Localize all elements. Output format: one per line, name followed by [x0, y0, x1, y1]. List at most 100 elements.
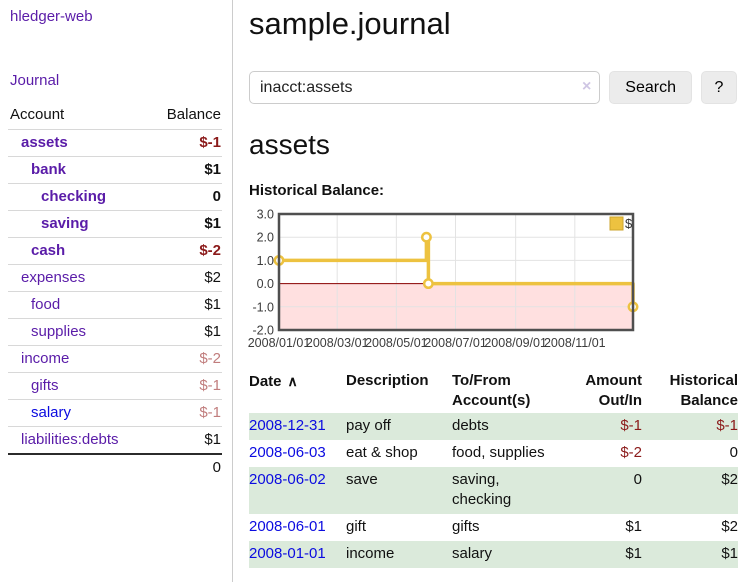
transaction-amount: 0 — [633, 471, 642, 488]
account-row: food $1 — [8, 291, 222, 319]
transaction-accounts: saving, checking — [452, 471, 512, 508]
account-row: saving $1 — [8, 210, 222, 238]
sidebar: hledger-web Journal Account Balance asse… — [0, 0, 233, 582]
page-title: sample.journal — [249, 6, 451, 41]
svg-text:-1.0: -1.0 — [252, 300, 274, 314]
account-row: assets $-1 — [8, 129, 222, 157]
clear-search-icon[interactable]: × — [581, 78, 592, 95]
account-link-gifts[interactable]: gifts — [31, 377, 59, 394]
account-link-cash[interactable]: cash — [31, 242, 66, 259]
svg-text:3.0: 3.0 — [257, 208, 274, 222]
app-brand-link[interactable]: hledger-web — [10, 8, 93, 25]
transaction-description: income — [346, 545, 395, 562]
svg-text:2008/09/01: 2008/09/01 — [484, 336, 547, 350]
svg-text:0.0: 0.0 — [257, 277, 274, 291]
account-balance: $-1 — [149, 399, 222, 427]
accounts-total-balance: 0 — [149, 453, 222, 481]
sidebar-item-journal[interactable]: Journal — [10, 72, 60, 89]
account-row: expenses $2 — [8, 264, 222, 292]
register-row: 2008-06-02 save saving, checking 0 $2 — [249, 467, 738, 514]
account-balance: $1 — [149, 318, 222, 346]
account-link-bank[interactable]: bank — [31, 161, 67, 178]
account-link-assets[interactable]: assets — [21, 134, 68, 151]
account-row: bank $1 — [8, 156, 222, 184]
account-balance: $-2 — [149, 237, 222, 265]
historical-balance-chart: 3.0 2.0 1.0 0.0 -1.0 -2.02008/01/012008/03/01… — [248, 208, 639, 350]
svg-text:-2.0: -2.0 — [252, 324, 274, 338]
transaction-description: pay off — [346, 417, 391, 434]
svg-text:2008/11/01: 2008/11/01 — [544, 336, 606, 350]
transaction-accounts: food, supplies — [452, 444, 545, 461]
accounts-total-row: 0 — [8, 453, 222, 481]
account-row: cash $-2 — [8, 237, 222, 265]
help-button[interactable]: ? — [701, 71, 737, 104]
transaction-amount: $1 — [625, 518, 642, 535]
register-header-description: Description — [346, 372, 429, 389]
register-row: 2008-01-01 income salary $1 $1 — [249, 541, 738, 568]
account-row: gifts $-1 — [8, 372, 222, 400]
account-balance: $1 — [149, 291, 222, 319]
account-link-supplies[interactable]: supplies — [31, 323, 87, 340]
register-row: 2008-12-31 pay off debts $-1 $-1 — [249, 413, 738, 440]
account-balance: 0 — [149, 183, 222, 211]
account-balance: $2 — [149, 264, 222, 292]
balance-column-header: Balance — [149, 102, 222, 130]
transaction-amount: $-2 — [620, 444, 642, 461]
register-header-amount: Amount Out/In — [585, 372, 642, 409]
register-header-date[interactable]: Date ∧ — [249, 373, 298, 390]
register-header-balance: Historical Balance — [669, 372, 738, 409]
account-balance: $1 — [149, 426, 222, 455]
svg-text:2008/05/01: 2008/05/01 — [365, 336, 428, 350]
transaction-description: save — [346, 471, 378, 488]
account-link-liabilities-debts[interactable]: liabilities:debts — [21, 431, 119, 448]
transaction-amount: $-1 — [620, 417, 642, 434]
search-input[interactable] — [249, 71, 601, 104]
search-button[interactable]: Search — [609, 71, 692, 104]
svg-text:1.0: 1.0 — [257, 254, 274, 268]
svg-text:2008/01/01: 2008/01/01 — [248, 336, 311, 350]
register-table: Date ∧ Description To/From Account(s) Amo… — [249, 370, 738, 568]
transaction-balance: 0 — [729, 444, 738, 461]
account-row: supplies $1 — [8, 318, 222, 346]
transaction-date-link[interactable]: 2008-01-01 — [249, 545, 326, 562]
account-link-expenses[interactable]: expenses — [21, 269, 86, 286]
transaction-description: gift — [346, 518, 367, 535]
account-balance: $-2 — [149, 345, 222, 373]
transaction-date-link[interactable]: 2008-06-02 — [249, 471, 326, 488]
register-row: 2008-06-01 gift gifts $1 $2 — [249, 514, 738, 541]
account-link-food[interactable]: food — [31, 296, 61, 313]
transaction-description: eat & shop — [346, 444, 418, 461]
account-heading: assets — [249, 129, 330, 160]
account-link-salary[interactable]: salary — [31, 404, 72, 421]
transaction-date-link[interactable]: 2008-12-31 — [249, 417, 326, 434]
transaction-balance: $-1 — [716, 417, 738, 434]
transaction-balance: $1 — [721, 545, 738, 562]
account-link-saving[interactable]: saving — [41, 215, 89, 232]
transaction-date-link[interactable]: 2008-06-01 — [249, 518, 326, 535]
account-balance: $1 — [149, 210, 222, 238]
account-balance: $-1 — [149, 129, 222, 157]
register-row: 2008-06-03 eat & shop food, supplies $-2… — [249, 440, 738, 467]
account-balance: $-1 — [149, 372, 222, 400]
accounts-balance-table: Account Balance assets $-1 bank $1 check… — [8, 102, 222, 481]
transaction-accounts: gifts — [452, 518, 480, 535]
svg-text:2008/03/01: 2008/03/01 — [306, 336, 369, 350]
account-row: liabilities:debts $1 — [8, 426, 222, 455]
sort-ascending-icon: ∧ — [287, 373, 298, 389]
search-bar: × Search ? — [249, 71, 737, 104]
main-panel: sample.journal × Search ? assets Histori… — [233, 0, 742, 582]
transaction-balance: $2 — [721, 518, 738, 535]
transaction-accounts: salary — [452, 545, 493, 562]
transaction-balance: $2 — [721, 471, 738, 488]
transaction-accounts: debts — [452, 417, 489, 434]
transaction-date-link[interactable]: 2008-06-03 — [249, 444, 326, 461]
account-link-checking[interactable]: checking — [41, 188, 107, 205]
account-row: checking 0 — [8, 183, 222, 211]
register-header-accounts: To/From Account(s) — [452, 372, 531, 409]
transaction-amount: $1 — [625, 545, 642, 562]
account-link-income[interactable]: income — [21, 350, 70, 367]
account-row: salary $-1 — [8, 399, 222, 427]
chart-title: Historical Balance: — [249, 182, 385, 199]
svg-text:$: $ — [625, 216, 633, 231]
accounts-column-header: Account — [8, 102, 150, 130]
